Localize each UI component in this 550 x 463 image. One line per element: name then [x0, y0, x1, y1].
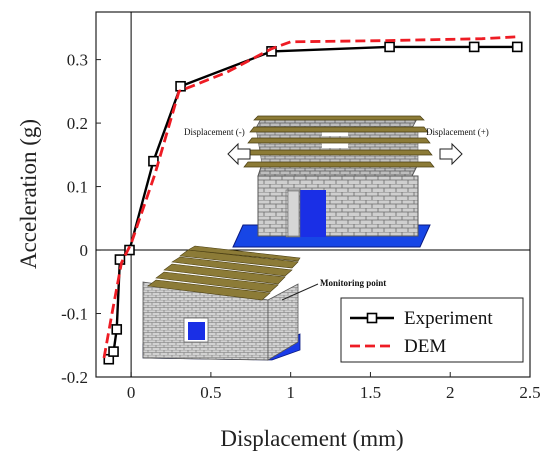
y-tick-label: 0.1	[67, 178, 88, 197]
data-point-experiment	[124, 244, 135, 256]
x-tick-label: 0	[127, 383, 136, 402]
y-tick-label: 0.3	[67, 51, 88, 70]
legend-label-dem: DEM	[404, 336, 446, 357]
annotation-displacement-positive: Displacement (+)	[426, 127, 489, 137]
data-point-experiment	[468, 41, 480, 53]
displacement-negative-arrow	[227, 142, 251, 166]
data-point-experiment	[114, 254, 126, 265]
house-model-image	[142, 245, 301, 361]
y-axis-title: Acceleration (g)	[16, 119, 41, 269]
legend: Experiment DEM	[340, 297, 524, 363]
x-tick-label: 1.5	[360, 383, 381, 402]
y-tick-label: -0.2	[61, 368, 88, 387]
annotation-monitoring-point: Monitoring point	[320, 278, 386, 288]
displacement-positive-arrow	[439, 142, 463, 166]
x-axis: 0 0.5 1 1.5 2 2.5	[127, 372, 541, 402]
x-tick-label: 2	[446, 383, 455, 402]
series-layer	[102, 35, 523, 365]
y-axis: -0.2 -0.1 0 0.1 0.2 0.3	[61, 51, 101, 387]
data-point-experiment	[111, 324, 123, 335]
y-tick-label: 0	[80, 241, 89, 260]
legend-marker-experiment	[366, 312, 378, 324]
data-point-experiment	[175, 80, 186, 92]
data-point-experiment	[384, 41, 395, 53]
annotation-displacement-negative: Displacement (-)	[184, 127, 245, 137]
data-point-experiment	[266, 46, 277, 57]
y-tick-label: 0.2	[67, 114, 88, 133]
x-tick-label: 1	[286, 383, 295, 402]
legend-label-experiment: Experiment	[404, 308, 493, 329]
data-point-experiment	[511, 41, 523, 53]
data-point-experiment	[148, 155, 159, 167]
legend-box	[340, 297, 524, 363]
x-tick-label: 2.5	[519, 383, 540, 402]
x-tick-label: 0.5	[200, 383, 221, 402]
series-line-dem	[102, 35, 518, 359]
y-tick-label: -0.1	[61, 305, 88, 324]
data-point-experiment	[108, 346, 119, 357]
plot-area	[95, 11, 531, 378]
monitoring-point-leader	[281, 283, 319, 301]
x-axis-title: Displacement (mm)	[220, 426, 403, 451]
wall-model-image	[232, 115, 435, 248]
